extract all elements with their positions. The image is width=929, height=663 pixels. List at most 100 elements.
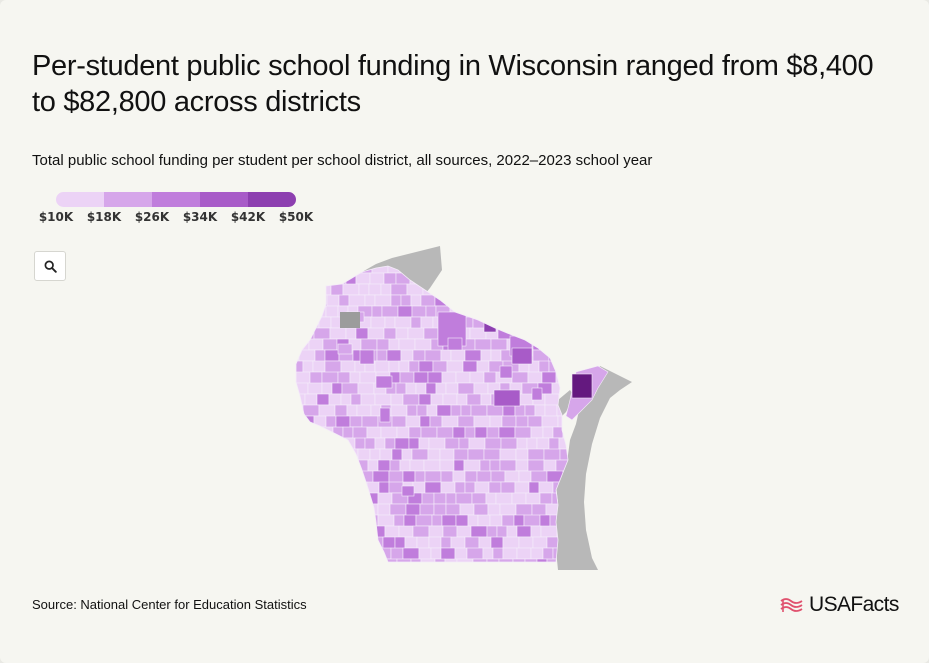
color-legend [56, 192, 296, 207]
district-cell [280, 262, 292, 279]
district-cell [628, 306, 640, 323]
legend-swatch-3 [152, 192, 200, 207]
district-cell [312, 470, 330, 489]
legend-label: $18K [86, 210, 122, 224]
district-cell [574, 306, 584, 317]
district-cell [409, 459, 425, 472]
district-cell [489, 514, 503, 527]
district-cell [592, 262, 604, 273]
district-cell [280, 394, 293, 411]
district-cell [617, 251, 631, 262]
district-cell [632, 504, 640, 515]
district-cell [610, 449, 620, 460]
district-cell [388, 338, 400, 351]
district-cell [600, 306, 614, 323]
legend-label: $42K [230, 210, 266, 224]
district-cell [296, 327, 303, 340]
district-cell [617, 548, 629, 559]
district-cell [605, 548, 617, 559]
district-cell [319, 448, 333, 461]
district-cell [612, 240, 626, 257]
district-cell [536, 558, 548, 562]
district-cell [280, 416, 288, 427]
district-cell [621, 284, 637, 295]
district-cell [577, 317, 593, 334]
district-cell [472, 240, 484, 251]
wisconsin-district-map[interactable] [280, 240, 640, 570]
district-cell [499, 459, 517, 472]
district-cell [439, 459, 455, 472]
zoom-button[interactable] [34, 251, 66, 281]
district-cell [342, 283, 360, 296]
district-cell [562, 316, 568, 335]
district-cell [407, 327, 425, 340]
legend-swatch-2 [104, 192, 152, 207]
district-cell [631, 405, 640, 422]
district-cell [452, 283, 466, 296]
district-cell [394, 316, 412, 329]
district-cell [420, 558, 436, 562]
district-cell [388, 481, 404, 494]
district-cell [464, 349, 482, 362]
district-cell [567, 272, 568, 285]
district-cell [330, 525, 342, 538]
district-cell [545, 266, 563, 274]
district-cell [460, 404, 472, 417]
district-cell [572, 262, 582, 279]
district-cell [329, 327, 347, 340]
district-cell [532, 294, 544, 307]
district-cell [527, 448, 545, 461]
district-cell [529, 327, 545, 340]
district-cell [469, 266, 487, 274]
district-cell [280, 427, 291, 444]
district-highlight [375, 375, 393, 389]
usafacts-logo[interactable]: USAFacts [780, 592, 899, 618]
district-cell [513, 514, 525, 527]
district-cell [499, 503, 517, 516]
district-cell [582, 262, 592, 279]
district-cell [625, 482, 637, 493]
district-cell [431, 514, 443, 527]
district-cell [307, 266, 321, 274]
district-cell [296, 294, 298, 313]
district-cell [312, 558, 328, 562]
district-cell [614, 306, 628, 317]
district-cell [639, 361, 640, 378]
district-cell [400, 294, 412, 307]
district-cell [490, 338, 508, 351]
district-cell [455, 371, 471, 384]
district-cell [474, 294, 492, 313]
district-cell [325, 305, 339, 318]
district-cell [299, 492, 317, 511]
district-cell [312, 536, 330, 549]
district-cell [395, 327, 409, 340]
district-cell [316, 393, 330, 406]
district-cell [321, 371, 339, 384]
district-cell [447, 251, 463, 262]
district-cell [546, 338, 558, 357]
district-cell [530, 240, 542, 251]
legend-label: $34K [182, 210, 218, 224]
district-cell [441, 415, 459, 428]
district-highlight [401, 485, 415, 497]
district-cell [418, 393, 432, 406]
district-cell [280, 493, 286, 504]
district-cell [444, 558, 458, 562]
district-cell [280, 240, 292, 251]
district-cell [583, 482, 599, 499]
district-cell [524, 558, 538, 562]
district-cell [628, 515, 640, 526]
district-cell [306, 525, 322, 544]
district-cell [474, 283, 486, 302]
district-cell [563, 251, 577, 262]
district-cell [405, 415, 421, 428]
district-cell [402, 547, 420, 560]
district-cell [458, 437, 470, 450]
district-cell [321, 382, 333, 395]
district-cell [541, 371, 557, 384]
district-cell [603, 350, 619, 367]
district-cell [551, 305, 565, 324]
district-cell [354, 525, 366, 544]
district-cell [296, 415, 305, 434]
district-cell [408, 426, 422, 439]
